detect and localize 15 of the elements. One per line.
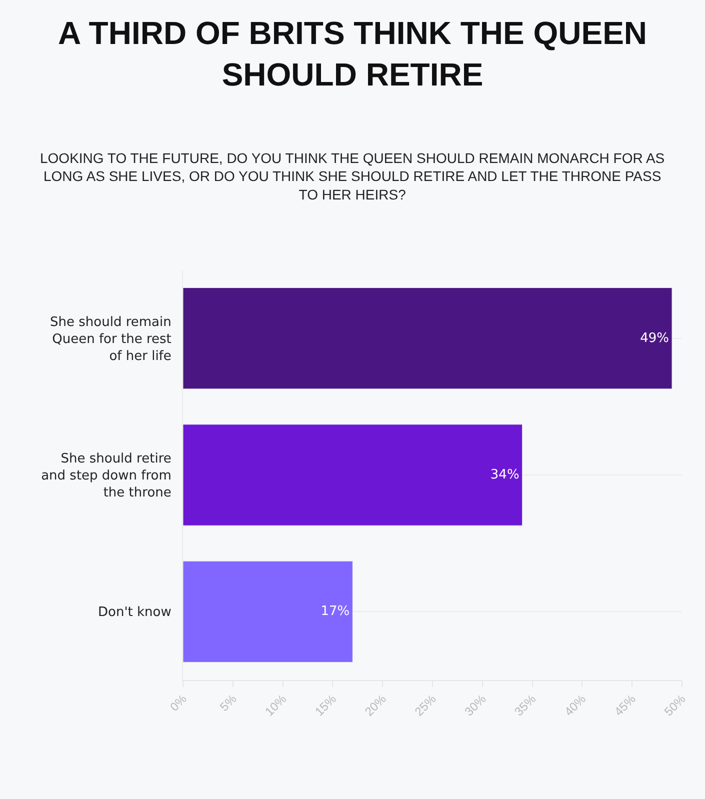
chart-title: A THIRD OF BRITS THINK THE QUEEN SHOULD RETIRE: [58, 14, 648, 93]
y-tick-label: Don't know: [98, 605, 172, 620]
x-tick-label: 40%: [562, 692, 589, 719]
data-label: 49%: [640, 330, 670, 346]
data-label: 17%: [320, 604, 350, 620]
x-tick-label: 35%: [512, 692, 539, 719]
x-tick-label: 50%: [661, 692, 689, 719]
y-tick-label: She should remain Queen for the rest of her life: [50, 314, 172, 364]
x-tick-label: 45%: [612, 692, 639, 719]
x-tick-label: 5%: [217, 692, 240, 714]
x-tick-label: 30%: [462, 692, 489, 719]
data-label: 34%: [490, 468, 520, 482]
x-tick-label: 0%: [167, 692, 190, 714]
chart-subtitle: LOOKING TO THE FUTURE, DO YOU THINK THE QUEEN SHOULD REMAIN MONARCH FOR AS LONG AS SHE LIVES, OR DO YOU THINK SHE SHOULD RETIRE AND LET THE THRONE PASS TO HER HEIRS?: [40, 150, 665, 202]
y-tick-label: She should retire and step down from the throne: [41, 452, 172, 500]
